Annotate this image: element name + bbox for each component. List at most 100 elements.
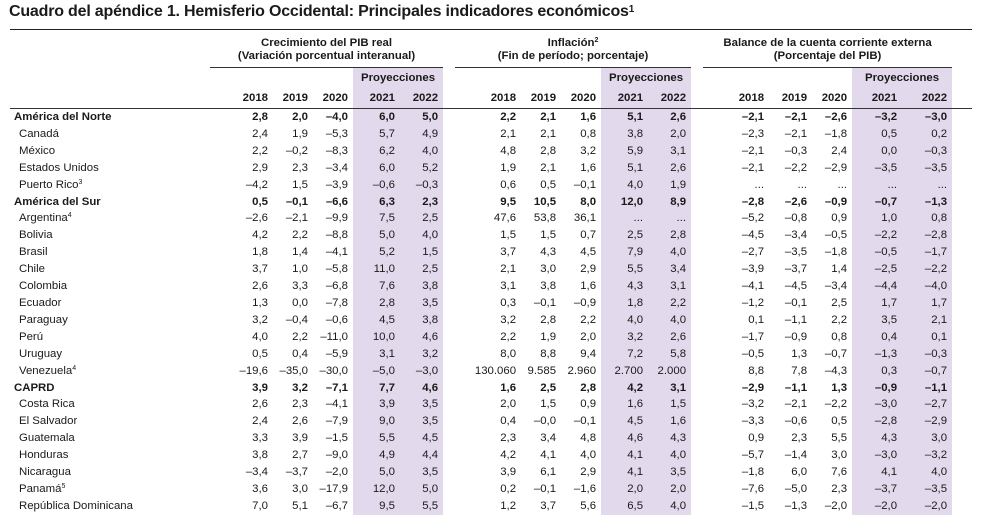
table-cell: 3,0 <box>292 482 308 495</box>
column-gap <box>691 294 704 312</box>
table-cell: –3,4 <box>824 280 848 293</box>
column-gap <box>952 464 973 481</box>
table-cell: 2,8 <box>648 227 692 245</box>
table-cell: 3,1 <box>648 142 692 160</box>
table-cell: –0,1 <box>784 296 808 309</box>
table-cell: 4,0 <box>601 311 649 329</box>
table-cell: 1,5 <box>540 229 557 242</box>
table-cell: 9,5 <box>500 195 517 208</box>
table-title: Cuadro del apéndice 1. Hemisferio Occide… <box>9 3 635 20</box>
table-cell: 2,3 <box>831 482 848 495</box>
table-cell: 3,7 <box>252 263 268 276</box>
row-label: Argentina4 <box>10 210 210 227</box>
group-subtitle: (Variación porcentual interanual) <box>237 50 416 62</box>
table-cell: –2,6 <box>245 212 268 225</box>
row-name: CAPRD <box>14 381 55 394</box>
table-cell: 2,0 <box>601 480 649 498</box>
table-cell: 4,9 <box>400 125 444 143</box>
country-row: Colombia 2,6 3,3 –6,8 7,6 3,8 3,1 3,8 1,6 4,3 3,1–… <box>10 278 973 295</box>
table-cell: 3,9 <box>292 432 308 445</box>
year-header: 2021 <box>353 88 400 109</box>
table-cell: 11,0 <box>353 261 400 279</box>
column-gap <box>691 480 704 498</box>
column-gap <box>443 176 456 194</box>
table-cell: 0,1 <box>902 328 953 346</box>
table-cell: –0,3 <box>902 345 953 363</box>
table-cell: 4,1 <box>852 464 903 481</box>
row-label: Ecuador <box>10 295 210 312</box>
table-cell: –1,3 <box>784 499 808 512</box>
table-cell: 5,5 <box>353 430 400 448</box>
table-cell: –1,5 <box>741 499 765 512</box>
row-name: Canadá <box>19 127 59 140</box>
table-cell: 2.000 <box>648 362 692 380</box>
row-label: El Salvador <box>10 413 210 430</box>
table-cell: 4,4 <box>400 447 444 465</box>
country-row: Brasil 1,8 1,4 –4,1 5,2 1,5 3,7 4,3 4,5 7,9 4,0 –2,… <box>10 244 973 262</box>
table-cell: 2,5 <box>540 381 557 394</box>
table-cell: –2,6 <box>784 195 808 208</box>
table-cell: 1,3 <box>791 347 808 360</box>
table-cell: 3,8 <box>400 278 444 295</box>
table-cell: 4,0 <box>400 142 444 160</box>
column-gap <box>443 497 456 515</box>
table-cell: 2,2 <box>648 294 692 312</box>
table-cell: 1,3 <box>252 296 268 309</box>
table-cell: –6,8 <box>325 280 348 293</box>
row-label: CAPRD <box>10 380 210 397</box>
column-gap <box>952 210 973 228</box>
table-cell: 0,4 <box>852 328 903 346</box>
table-cell: –4,4 <box>852 278 903 295</box>
table-cell: 12,0 <box>353 480 400 498</box>
column-gap <box>691 362 704 380</box>
table-cell: –0,1 <box>573 415 597 428</box>
table-cell: 7,0 <box>252 499 268 512</box>
table-cell: –5,3 <box>325 127 348 140</box>
table-cell: 5,1 <box>292 499 308 512</box>
table-cell: –0,7 <box>902 362 953 380</box>
column-gap <box>443 31 456 68</box>
table-cell: 2,8 <box>540 144 557 157</box>
table-cell: 2,0 <box>648 480 692 498</box>
table-cell: 0,9 <box>748 432 765 445</box>
table-cell: 5,0 <box>400 108 444 126</box>
year-header: 2021 <box>601 88 649 109</box>
table-cell: 1,6 <box>648 413 692 431</box>
column-gap <box>443 108 456 126</box>
table-cell: –0,8 <box>784 212 808 225</box>
header-year-row: 2018 2019 2020 2021 2022 2018 2019 2020 2021 2022… <box>10 88 973 109</box>
table-cell: 1,6 <box>580 111 597 123</box>
table-cell: 7,9 <box>601 244 649 262</box>
table-cell: –1,4 <box>784 449 808 462</box>
column-gap <box>691 311 704 329</box>
column-gap <box>691 261 704 279</box>
table-cell: 2,1 <box>540 127 557 140</box>
table-cell: –3,7 <box>285 466 308 479</box>
row-name: Uruguay <box>19 347 63 360</box>
column-gap <box>952 31 973 68</box>
group-footnote: 2 <box>594 37 599 44</box>
table-cell: 1,4 <box>831 263 848 276</box>
country-row: México 2,2 –0,2 –8,3 6,2 4,0 4,8 2,8 3,2 5,9 3,1 –2… <box>10 142 973 160</box>
row-name: Brasil <box>19 246 48 259</box>
table-cell: –0,3 <box>400 176 444 194</box>
table-cell: 2,8 <box>540 313 557 326</box>
year-header: 2019 <box>769 88 813 109</box>
table-cell: 2,2 <box>580 313 597 326</box>
row-label: Costa Rica <box>10 396 210 413</box>
row-label: Puerto Rico3 <box>10 177 210 194</box>
table-cell: –0,7 <box>852 193 903 211</box>
country-row: Canadá 2,4 1,9 –5,3 5,7 4,9 2,1 2,1 0,8 3,8 2,0 –2,… <box>10 125 973 143</box>
table-cell: 2,4 <box>252 415 268 428</box>
row-name: Nicaragua <box>19 466 71 479</box>
table-cell: –30,0 <box>319 364 348 377</box>
table-cell: 2,6 <box>648 159 692 177</box>
table-cell: –2,2 <box>784 161 808 174</box>
row-name: República Dominicana <box>19 499 133 512</box>
table-cell: 1,3 <box>831 381 848 394</box>
column-gap <box>691 176 704 194</box>
table-cell: 10,0 <box>353 328 400 346</box>
table-cell: –1,1 <box>784 381 808 394</box>
column-gap <box>691 447 704 465</box>
table-cell: 0,9 <box>580 398 597 411</box>
